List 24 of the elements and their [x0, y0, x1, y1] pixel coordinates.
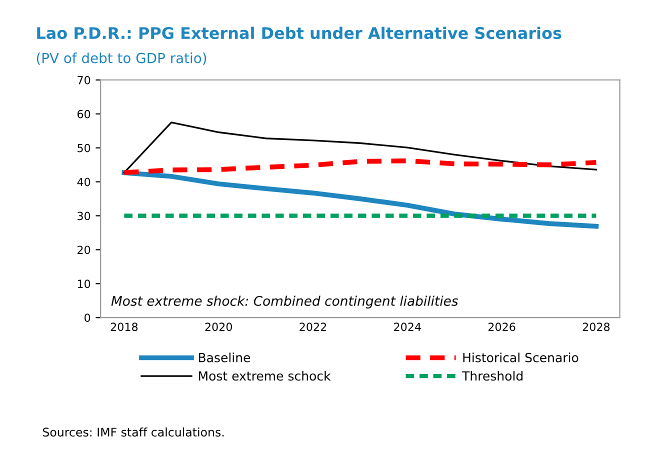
- y-tick-label: 50: [78, 144, 90, 152]
- chart-subtitle: (PV of debt to GDP ratio): [36, 52, 206, 65]
- y-tick-label: 30: [78, 212, 90, 220]
- line-series: [122, 170, 599, 229]
- x-tick-label: 2024: [394, 322, 421, 332]
- legend-label: Threshold: [462, 370, 522, 381]
- y-tick-label: 0: [84, 314, 90, 322]
- x-tick-label: 2026: [488, 322, 516, 332]
- y-tick-label: 10: [78, 280, 90, 288]
- chart-title: Lao P.D.R.: PPG External Debt under Alternative Scenarios: [37, 26, 562, 40]
- y-tick-label: 70: [78, 76, 90, 84]
- y-tick-label: 20: [78, 246, 90, 254]
- legend-label: Historical Scenario: [463, 352, 578, 362]
- annotation: Most extreme shock: Combined contingent liabilities: [111, 296, 458, 308]
- x-tick-label: 2028: [582, 322, 610, 332]
- x-tick-label: 2022: [300, 322, 326, 332]
- line-series: [123, 122, 598, 174]
- y-tick-label: 60: [78, 110, 90, 118]
- x-tick-label: 2018: [110, 322, 138, 332]
- y-tick-label: 40: [77, 178, 90, 186]
- x-tick-label: 2020: [205, 322, 232, 332]
- legend-label: Most extreme schock: [198, 370, 331, 381]
- source-note: Sources: IMF staff calculations.: [42, 427, 224, 437]
- legend-label: Baseline: [198, 352, 250, 362]
